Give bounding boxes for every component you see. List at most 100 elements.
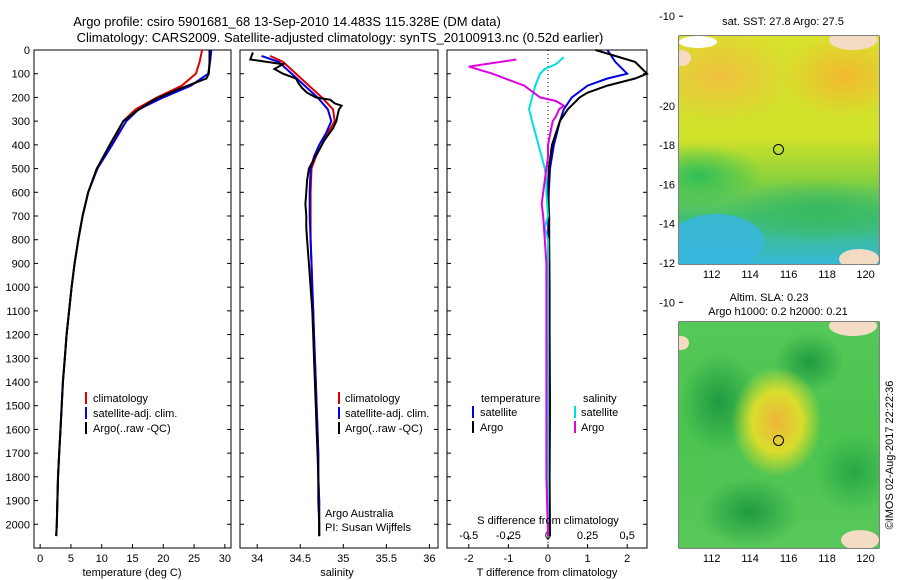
lon-tick-label: 114 bbox=[741, 269, 759, 281]
x-tick-label: 30 bbox=[219, 553, 231, 565]
credit-pi: PI: Susan Wijffels bbox=[325, 522, 411, 534]
x-tick-label: 25 bbox=[188, 553, 200, 565]
depth-tick-label: 400 bbox=[12, 140, 30, 152]
sla-map-title-line2: Argo h1000: 0.2 h2000: 0.21 bbox=[708, 306, 847, 318]
lat-tick-label: -10 bbox=[659, 11, 675, 23]
depth-tick-label: 300 bbox=[12, 116, 30, 128]
salinity-legend: climatology satellite-adj. clim. Argo(..… bbox=[338, 392, 429, 435]
depth-tick-label: 1900 bbox=[6, 496, 30, 508]
legend-label-climatology: climatology bbox=[93, 393, 149, 405]
x-tick-label: 34.5 bbox=[290, 553, 311, 565]
temperature-x-ticks: 0 5 10 15 20 25 30 bbox=[37, 544, 231, 565]
difference-legend-salinity: salinity satellite Argo bbox=[574, 393, 618, 434]
x-tick-label: 1 bbox=[585, 553, 591, 565]
x-tick-label: 5 bbox=[68, 553, 74, 565]
depth-tick-label: 0 bbox=[24, 45, 30, 57]
lat-tick-label: -16 bbox=[659, 179, 675, 191]
x-tick-label: 10 bbox=[96, 553, 108, 565]
sla-map-title-line1: Altim. SLA: 0.23 bbox=[730, 292, 809, 304]
legend-label-t-argo: Argo bbox=[480, 422, 503, 434]
lat-tick-label: -12 bbox=[659, 258, 675, 270]
lon-tick-label: 112 bbox=[703, 269, 721, 281]
figure-title-line1: Argo profile: csiro 5901681_68 13-Sep-20… bbox=[73, 14, 501, 29]
salinity-x-ticks: 34 34.5 35 35.5 36 bbox=[251, 544, 436, 565]
s-tick-label: 0.25 bbox=[577, 530, 598, 542]
series-line-argo-raw-qc- bbox=[248, 52, 344, 537]
difference-lines bbox=[468, 49, 649, 537]
lon-tick-label: 116 bbox=[780, 269, 798, 281]
x-tick-label: -2 bbox=[464, 553, 474, 565]
depth-tick-label: 1000 bbox=[6, 282, 30, 294]
lat-tick-label: -20 bbox=[659, 101, 675, 113]
lon-tick-label: 118 bbox=[818, 269, 836, 281]
sla-float-marker bbox=[773, 435, 784, 446]
depth-tick-label: 700 bbox=[12, 211, 30, 223]
sst-land-north bbox=[829, 36, 877, 50]
lon-tick-label: 120 bbox=[856, 553, 874, 565]
depth-tick-label: 2000 bbox=[6, 519, 30, 531]
temperature-depth-ticks: 0 100 200 300 400 500 600 700 800 900 1000 1100 1200… bbox=[6, 45, 231, 531]
sst-land-west bbox=[679, 50, 691, 66]
legend-label-s-argo: Argo bbox=[581, 422, 604, 434]
depth-tick-label: 1400 bbox=[6, 377, 30, 389]
sst-land-southeast bbox=[839, 249, 879, 264]
sla-land-west bbox=[679, 336, 689, 350]
x-tick-label: 34 bbox=[251, 553, 263, 565]
temperature-legend: climatology satellite-adj. clim. Argo(..… bbox=[85, 392, 177, 435]
t-difference-label: T difference from climatology bbox=[477, 567, 618, 579]
sst-map-title: sat. SST: 27.8 Argo: 27.5 bbox=[722, 16, 844, 28]
s-tick-label: 0.5 bbox=[620, 530, 635, 542]
sst-map bbox=[679, 36, 879, 264]
x-tick-label: 36 bbox=[423, 553, 435, 565]
lon-tick-label: 114 bbox=[741, 553, 759, 565]
x-tick-label: 35.5 bbox=[376, 553, 397, 565]
sst-cool-patch bbox=[679, 214, 764, 264]
depth-tick-label: 600 bbox=[12, 187, 30, 199]
x-tick-label: 35 bbox=[337, 553, 349, 565]
lon-tick-label: 112 bbox=[703, 553, 721, 565]
x-tick-label: 0 bbox=[545, 553, 551, 565]
difference-depth-ticks bbox=[447, 49, 647, 525]
sla-map-axes: 112 114 116 118 120 -10 -12 -14 -16 -18 -20 bbox=[659, 101, 880, 565]
lat-tick-label: -10 bbox=[659, 297, 675, 309]
salinity-plot-frame bbox=[239, 49, 439, 549]
legend-label-argo: Argo(..raw -QC) bbox=[345, 423, 423, 435]
depth-tick-label: 800 bbox=[12, 235, 30, 247]
depth-tick-label: 1100 bbox=[6, 306, 30, 318]
sst-float-marker bbox=[773, 144, 784, 155]
depth-tick-label: 500 bbox=[12, 164, 30, 176]
depth-tick-label: 900 bbox=[12, 258, 30, 270]
figure-title-line2: Climatology: CARS2009. Satellite-adjuste… bbox=[77, 30, 604, 45]
x-tick-label: 2 bbox=[624, 553, 630, 565]
temperature-panel: 0100200300400500600700800900100011001200… bbox=[6, 45, 232, 579]
depth-tick-label: 1600 bbox=[6, 424, 30, 436]
legend-label-satellite: satellite-adj. clim. bbox=[93, 408, 177, 420]
x-tick-label: 20 bbox=[157, 553, 169, 565]
s-tick-label: -0.5 bbox=[459, 530, 478, 542]
lon-tick-label: 120 bbox=[856, 269, 874, 281]
difference-legend-temperature: temperature satellite Argo bbox=[472, 393, 540, 434]
legend-title-salinity: salinity bbox=[583, 393, 617, 405]
lat-tick-label: -18 bbox=[659, 140, 675, 152]
salinity-depth-ticks bbox=[240, 49, 438, 525]
temperature-lines bbox=[55, 49, 213, 537]
salinity-panel: 34 34.5 35 35.5 36 salinity climatology sate… bbox=[239, 49, 439, 579]
legend-label-satellite: satellite-adj. clim. bbox=[345, 408, 429, 420]
lat-tick-label: -14 bbox=[659, 219, 675, 231]
difference-panel: -2 -1 0 1 2 -0.5 -0.25 0 0.25 0.5 S difference f… bbox=[446, 49, 649, 579]
series-line-salinity-satellite bbox=[527, 56, 565, 537]
lon-tick-label: 118 bbox=[818, 553, 836, 565]
salinity-lines bbox=[248, 52, 344, 537]
lon-tick-label: 116 bbox=[780, 553, 798, 565]
salinity-x-label: salinity bbox=[320, 567, 354, 579]
series-line-temperature-argo bbox=[546, 49, 649, 537]
sla-land-north bbox=[829, 322, 877, 336]
temperature-x-label: temperature (deg C) bbox=[82, 567, 181, 579]
legend-label-argo: Argo(..raw -QC) bbox=[93, 423, 171, 435]
legend-title-temperature: temperature bbox=[481, 393, 540, 405]
copyright-stamp: ©IMOS 02-Aug-2017 22:22:36 bbox=[884, 381, 896, 530]
s-tick-label: -0.25 bbox=[496, 530, 521, 542]
sst-land-northwest bbox=[679, 36, 717, 48]
sla-land-southeast bbox=[841, 530, 879, 548]
